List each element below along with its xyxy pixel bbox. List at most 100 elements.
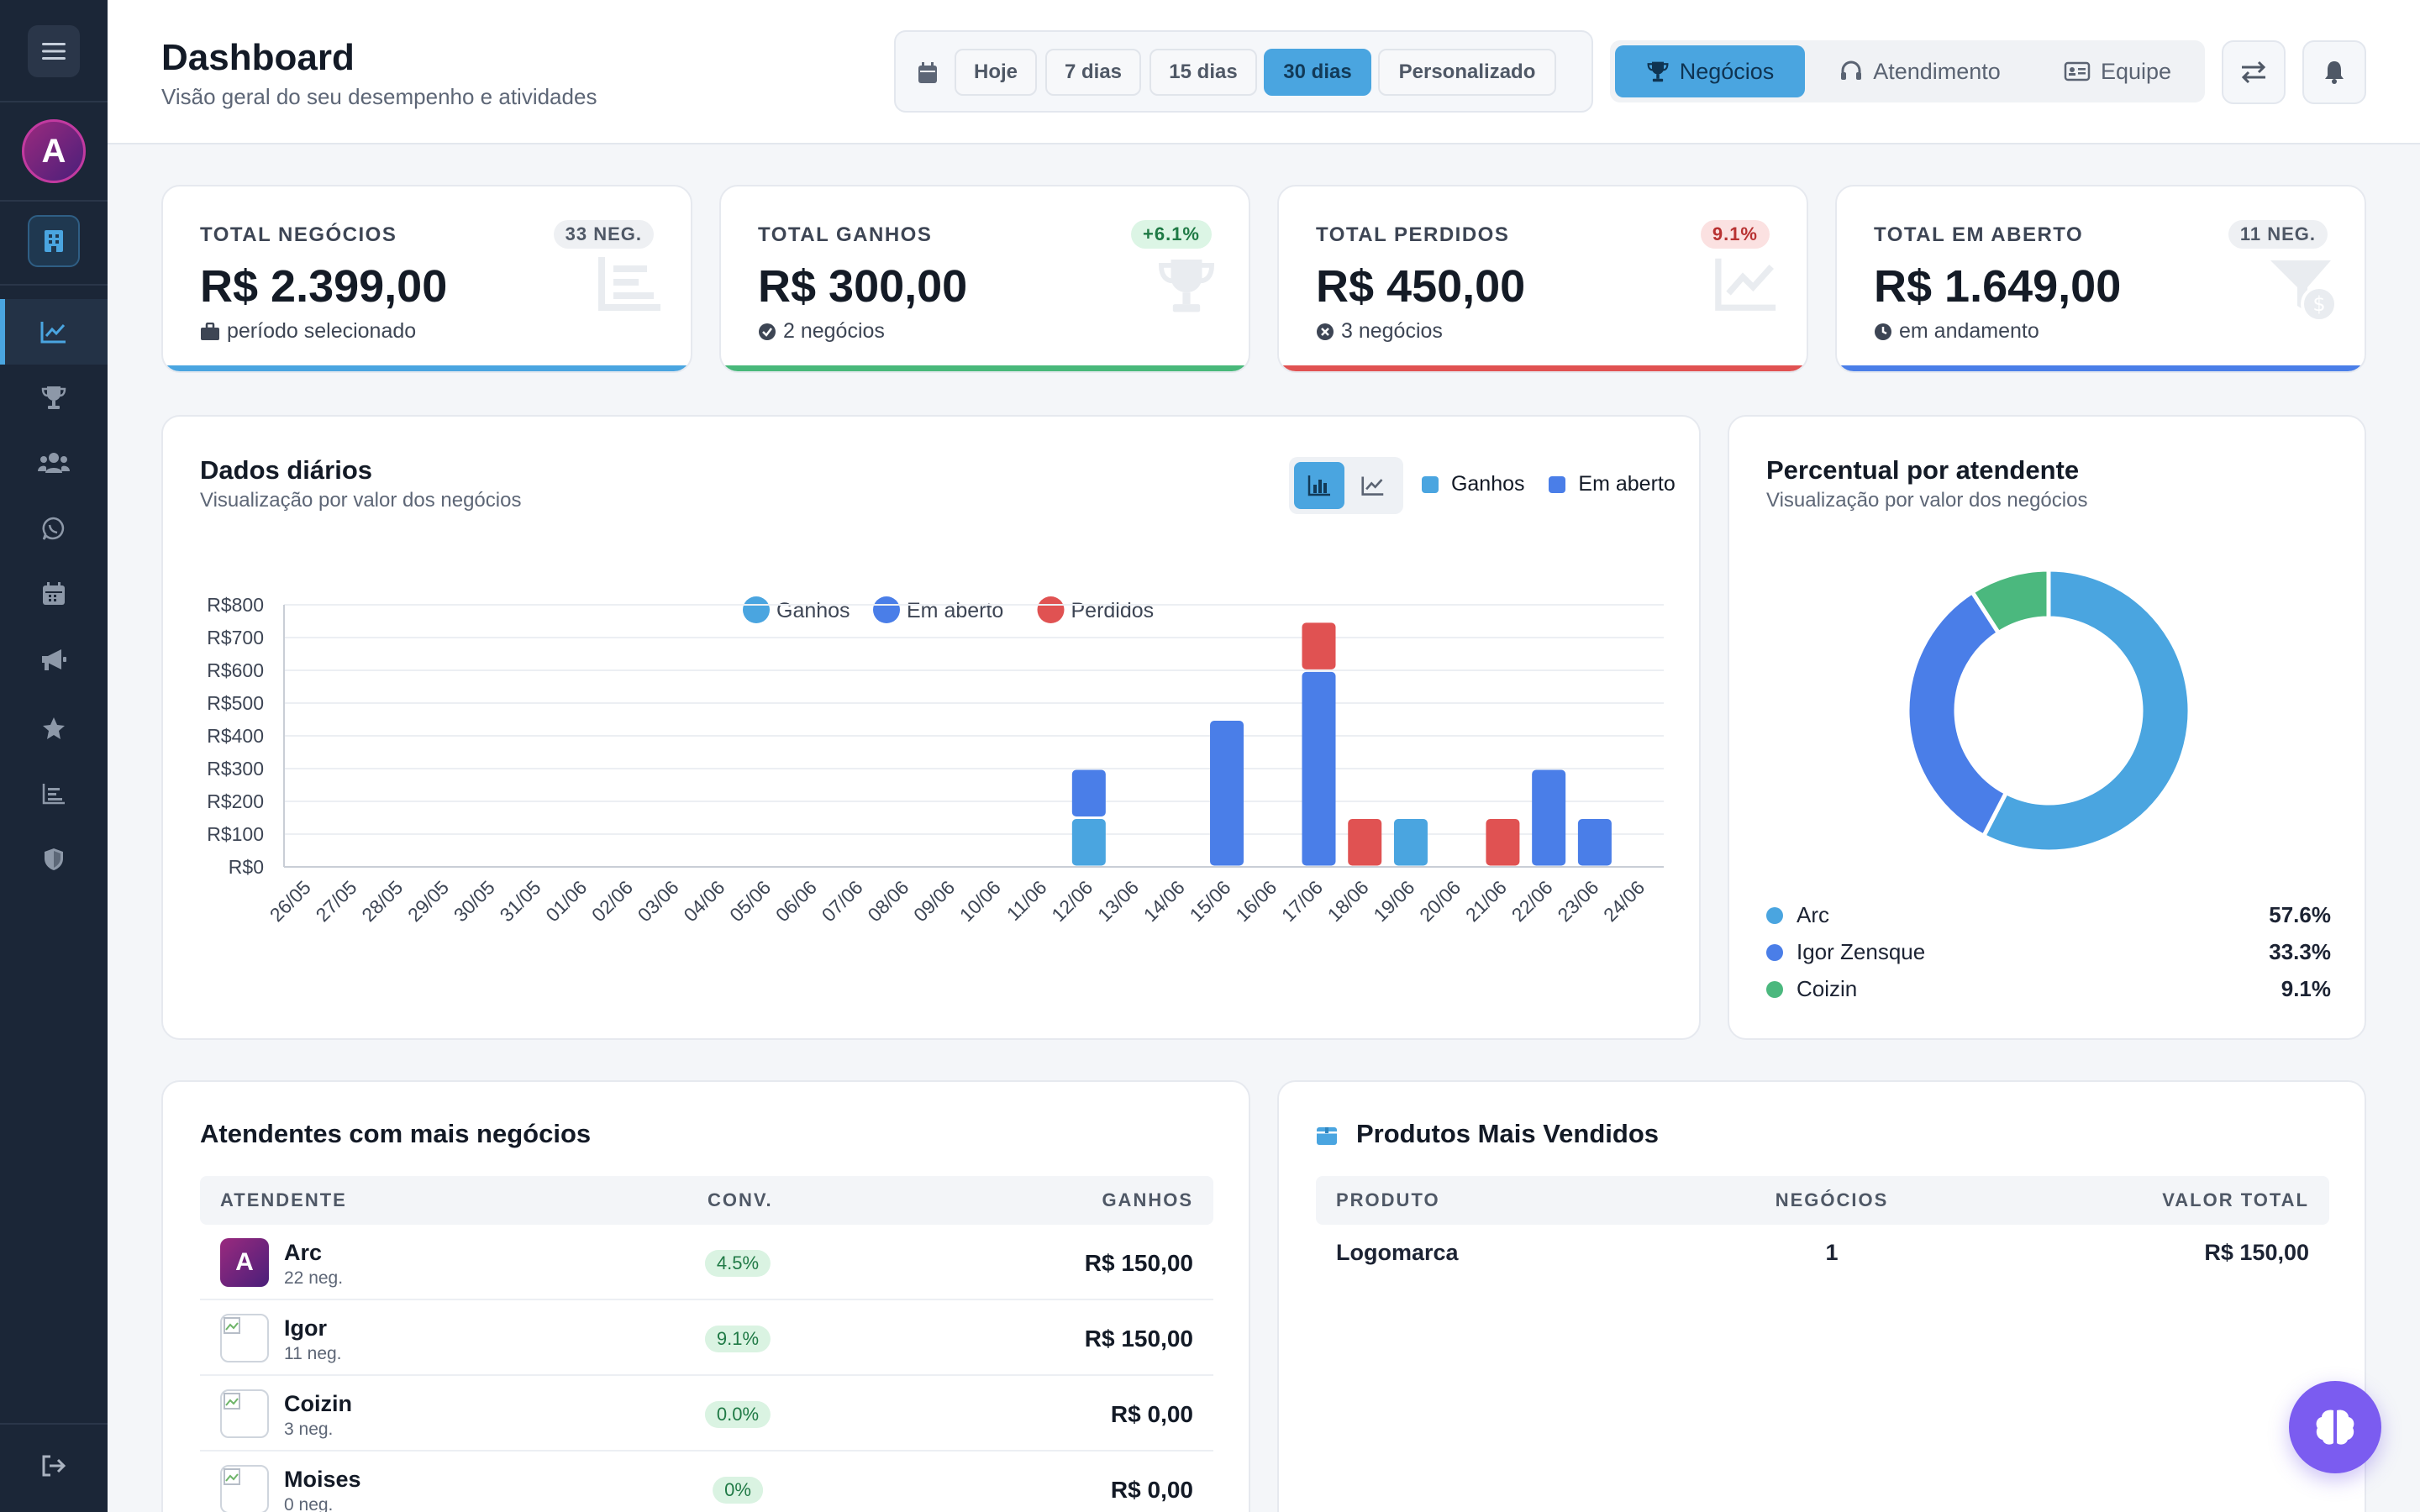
percent-legend-row: Coizin 9.1% — [1766, 973, 2331, 1010]
th-conv: CONV. — [708, 1189, 773, 1210]
x-tick-label: 17/06 — [1277, 876, 1327, 926]
tab-atendimento-label: Atendimento — [1873, 58, 2001, 84]
kpi-accent-bar — [1837, 365, 2365, 371]
legend-name: Coizin — [1797, 976, 1858, 1001]
x-tick-label: 18/06 — [1323, 876, 1373, 926]
switch-button[interactable] — [2222, 40, 2286, 104]
ai-assistant-button[interactable] — [2289, 1381, 2381, 1473]
bar-ganhos — [1071, 819, 1106, 866]
x-tick-label: 22/06 — [1507, 876, 1557, 926]
bar-perdidos — [1348, 819, 1382, 866]
funnel-dollar-icon: $ — [2270, 260, 2338, 323]
product-count: 1 — [1825, 1240, 1839, 1265]
legend-dot — [1766, 981, 1783, 998]
period-custom-button[interactable]: Personalizado — [1378, 49, 1556, 96]
sidebar: A — [0, 0, 108, 1512]
sidebar-item-whatsapp[interactable] — [0, 496, 108, 561]
sidebar-item-team[interactable] — [0, 430, 108, 496]
kpi-sub-text: 2 negócios — [783, 319, 885, 343]
y-tick-label: R$100 — [207, 823, 264, 845]
period-30days-button[interactable]: 30 dias — [1264, 49, 1371, 96]
menu-toggle-button[interactable] — [28, 25, 80, 77]
kpi-sub: 2 negócios — [758, 319, 885, 344]
bar-em-aberto — [1302, 671, 1336, 866]
x-tick-label: 30/05 — [450, 876, 499, 926]
percent-card: Percentual por atendente Visualização po… — [1728, 415, 2366, 1040]
line-view-button[interactable] — [1348, 462, 1398, 509]
trophy-icon — [41, 386, 66, 409]
kpi-card-total-negocios: TOTAL NEGÓCIOS 33 NEG. R$ 2.399,00 perío… — [161, 185, 692, 373]
toggle-legend-em-aberto[interactable]: Em aberto — [1578, 472, 1676, 496]
legend-label: Em aberto — [907, 599, 1003, 622]
sidebar-item-dashboard[interactable] — [0, 299, 108, 365]
x-tick-label: 04/06 — [679, 876, 729, 926]
bar-view-button[interactable] — [1294, 462, 1344, 509]
users-icon — [38, 453, 70, 473]
chart-line-icon — [1715, 258, 1776, 311]
conversion-badge: 0.0% — [704, 1401, 771, 1428]
conversion-badge: 4.5% — [704, 1250, 771, 1277]
sidebar-item-reports[interactable] — [0, 761, 108, 827]
x-tick-label: 14/06 — [1139, 876, 1189, 926]
y-tick-label: R$700 — [207, 627, 264, 648]
legend-marker — [873, 596, 900, 623]
sidebar-item-calendar[interactable] — [0, 561, 108, 627]
kpi-sub: em andamento — [1874, 319, 2039, 344]
box-icon — [1317, 1127, 1337, 1145]
avatar-letter: A — [235, 1248, 254, 1276]
bar-em-aberto — [1071, 769, 1106, 816]
donut-slice — [1905, 589, 2009, 839]
tab-negocios[interactable]: Negócios — [1615, 45, 1805, 97]
x-tick-label: 21/06 — [1461, 876, 1511, 926]
table-row[interactable]: Igor 11 neg. 9.1% R$ 150,00 — [200, 1300, 1213, 1376]
table-row[interactable]: Moises 0 neg. 0% R$ 0,00 — [200, 1452, 1213, 1512]
percent-title: Percentual por atendente — [1766, 455, 2080, 485]
legend-dot — [1766, 944, 1783, 961]
notifications-button[interactable] — [2302, 40, 2366, 104]
sidebar-item-favorites[interactable] — [0, 696, 108, 761]
sidebar-item-campaigns[interactable] — [0, 627, 108, 692]
conversion-badge: 9.1% — [704, 1326, 771, 1352]
sidebar-item-deals[interactable] — [0, 365, 108, 430]
view-tabs: Negócios Atendimento Equipe — [1610, 40, 2205, 102]
period-7days-button[interactable]: 7 dias — [1045, 49, 1141, 96]
bar-em-aberto — [1532, 769, 1566, 866]
th-produto: PRODUTO — [1336, 1189, 1440, 1210]
table-row[interactable]: Logomarca 1 R$ 150,00 — [1316, 1225, 2329, 1284]
logo-letter: A — [41, 132, 66, 170]
tab-equipe[interactable]: Equipe — [2035, 45, 2200, 97]
tab-atendimento[interactable]: Atendimento — [1815, 45, 2025, 97]
table-row[interactable]: A Arc 22 neg. 4.5% R$ 150,00 — [200, 1225, 1213, 1300]
kpi-label: TOTAL PERDIDOS — [1316, 223, 1510, 246]
logout-button[interactable] — [0, 1433, 108, 1499]
kpi-accent-bar — [1279, 365, 1807, 371]
toggle-legend-ganhos[interactable]: Ganhos — [1450, 472, 1525, 496]
user-avatar[interactable]: A — [22, 119, 86, 183]
kpi-sub: 3 negócios — [1316, 319, 1443, 344]
x-tick-label: 15/06 — [1185, 876, 1234, 926]
table-row[interactable]: Coizin 3 neg. 0.0% R$ 0,00 — [200, 1376, 1213, 1452]
attendant-deals: 0 neg. — [284, 1495, 334, 1512]
period-15days-button[interactable]: 15 dias — [1150, 49, 1257, 96]
donut-slice — [1969, 567, 2051, 636]
kpi-sub: período selecionado — [200, 319, 416, 344]
x-tick-label: 16/06 — [1231, 876, 1281, 926]
x-tick-label: 09/06 — [909, 876, 959, 926]
legend-dot — [1766, 907, 1783, 924]
company-button[interactable] — [28, 215, 80, 267]
check-circle-icon — [759, 323, 776, 340]
avatar — [220, 1465, 269, 1512]
building-icon — [45, 230, 63, 252]
avatar — [220, 1314, 269, 1362]
trophy-icon — [1159, 259, 1214, 312]
sidebar-item-security[interactable] — [0, 827, 108, 892]
percent-subtitle: Visualização por valor dos negócios — [1766, 489, 2088, 512]
y-tick-label: R$300 — [207, 758, 264, 780]
daily-chart-card: Dados diários Visualização por valor dos… — [161, 415, 1701, 1040]
y-tick-label: R$800 — [207, 594, 264, 616]
legend-marker — [743, 596, 770, 623]
th-negocios: NEGÓCIOS — [1775, 1189, 1889, 1210]
period-today-button[interactable]: Hoje — [955, 49, 1037, 96]
th-ganhos: GANHOS — [1102, 1189, 1193, 1210]
legend-name: Igor Zensque — [1797, 939, 1926, 964]
